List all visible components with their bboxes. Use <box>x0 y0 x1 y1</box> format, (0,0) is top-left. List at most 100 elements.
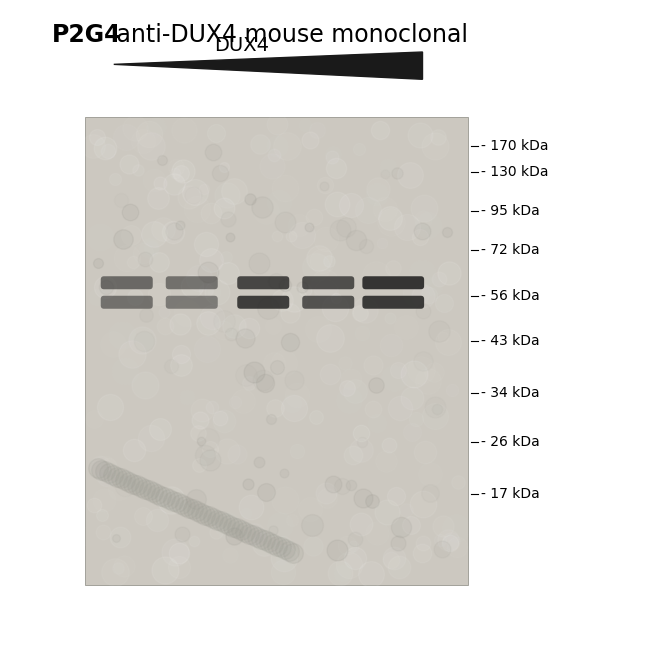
Point <box>101 471 111 482</box>
Point <box>225 349 235 359</box>
Point <box>424 291 435 301</box>
Point <box>382 506 392 517</box>
Point <box>133 165 143 176</box>
Polygon shape <box>114 52 422 79</box>
Point <box>170 161 181 172</box>
Point <box>384 440 394 450</box>
Point <box>289 375 299 385</box>
Point <box>344 395 354 405</box>
Point <box>198 405 208 415</box>
Point <box>118 554 128 565</box>
Point <box>297 281 307 292</box>
Point <box>263 537 274 547</box>
Point <box>348 541 358 551</box>
Point <box>342 383 352 393</box>
Point <box>92 292 102 302</box>
Point <box>324 255 334 266</box>
Point <box>153 193 164 203</box>
Point <box>127 348 137 359</box>
Point <box>121 424 131 434</box>
Point <box>332 199 342 209</box>
Point <box>156 490 166 501</box>
Point <box>280 544 290 554</box>
Point <box>107 339 118 349</box>
Point <box>320 278 330 289</box>
Point <box>138 512 148 522</box>
Point <box>244 378 255 389</box>
Point <box>140 484 150 494</box>
Point <box>170 547 181 558</box>
Point <box>271 276 281 286</box>
Point <box>437 521 448 531</box>
Point <box>144 129 154 140</box>
Point <box>422 428 432 438</box>
Point <box>140 254 150 265</box>
Point <box>246 502 256 512</box>
Point <box>202 343 213 354</box>
Point <box>313 324 323 334</box>
Point <box>124 476 135 487</box>
Point <box>361 240 371 251</box>
Point <box>88 530 98 541</box>
Point <box>231 523 242 534</box>
Point <box>200 510 210 520</box>
Point <box>393 538 404 549</box>
Point <box>296 400 307 410</box>
Point <box>280 183 290 193</box>
Point <box>388 263 398 273</box>
Text: - 170 kDa: - 170 kDa <box>481 139 549 153</box>
Point <box>99 142 110 153</box>
FancyBboxPatch shape <box>237 276 289 289</box>
Point <box>358 493 368 504</box>
Point <box>240 526 250 537</box>
Point <box>211 127 222 138</box>
Point <box>130 123 140 133</box>
Point <box>116 473 127 484</box>
Point <box>417 306 428 316</box>
Point <box>259 535 270 545</box>
Point <box>113 484 124 495</box>
Point <box>391 491 401 501</box>
Point <box>385 313 396 323</box>
Point <box>203 318 214 328</box>
Point <box>259 378 270 388</box>
Point <box>203 532 214 542</box>
Point <box>276 554 286 564</box>
Point <box>332 293 342 304</box>
Point <box>215 168 226 179</box>
Point <box>317 486 327 496</box>
Point <box>371 418 382 428</box>
Point <box>244 323 254 333</box>
FancyBboxPatch shape <box>237 296 289 309</box>
Point <box>191 494 202 504</box>
Point <box>152 489 162 499</box>
Point <box>443 535 453 545</box>
Point <box>111 533 122 543</box>
Point <box>255 139 265 150</box>
Point <box>278 540 289 551</box>
Point <box>366 568 376 578</box>
Point <box>330 303 340 313</box>
Point <box>330 163 341 174</box>
Point <box>243 479 254 489</box>
Point <box>407 393 417 403</box>
Point <box>432 404 443 414</box>
Point <box>245 194 255 204</box>
Point <box>176 168 186 179</box>
Point <box>189 536 200 546</box>
Point <box>257 202 267 213</box>
Point <box>280 216 290 227</box>
Point <box>311 262 321 272</box>
Point <box>325 333 335 344</box>
Point <box>418 291 428 302</box>
Point <box>307 519 317 530</box>
Point <box>203 511 214 521</box>
Point <box>176 499 187 510</box>
Point <box>325 369 335 379</box>
Point <box>244 528 254 539</box>
Point <box>406 519 416 530</box>
Point <box>285 231 296 241</box>
Point <box>224 520 234 530</box>
Point <box>249 367 259 377</box>
Point <box>138 136 148 146</box>
